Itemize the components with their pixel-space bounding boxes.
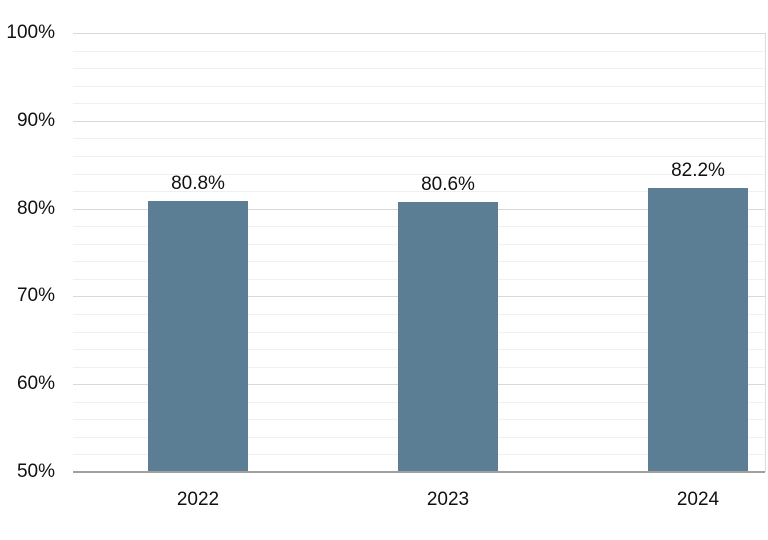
x-axis-tick-label: 2023: [426, 489, 470, 510]
x-axis-tick-label: 2024: [676, 489, 720, 510]
y-axis-tick-label: 60%: [16, 373, 55, 395]
bar-data-label: 82.2%: [671, 160, 725, 182]
minor-gridline: [73, 191, 765, 192]
minor-gridline: [73, 173, 765, 175]
y-axis-tick-label: 80%: [16, 197, 55, 219]
bar-2024: [648, 188, 748, 471]
minor-gridline: [73, 68, 765, 70]
minor-gridline: [73, 155, 765, 157]
bar-data-label: 80.8%: [171, 172, 225, 194]
y-axis-tick-label: 50%: [16, 461, 55, 482]
y-axis-tick-label: 70%: [16, 285, 55, 307]
bar-2022: [148, 200, 248, 471]
plot-area: 80.8% 80.6% 82.2%: [73, 33, 768, 473]
minor-gridline: [73, 103, 765, 105]
y-axis-tick-label: 100%: [6, 22, 55, 43]
x-axis-line: [73, 471, 765, 473]
y-axis-tick-label: 90%: [16, 109, 55, 131]
x-axis-tick-label: 2022: [176, 489, 220, 510]
major-gridline: [73, 33, 765, 34]
bars-layer: 80.8% 80.6% 82.2%: [73, 33, 768, 472]
minor-gridline: [73, 138, 765, 140]
bar-data-label: 80.6%: [421, 174, 475, 196]
minor-gridline: [73, 85, 765, 87]
major-gridline: [73, 120, 765, 122]
bar-2023: [398, 202, 498, 471]
minor-gridline: [73, 50, 765, 52]
